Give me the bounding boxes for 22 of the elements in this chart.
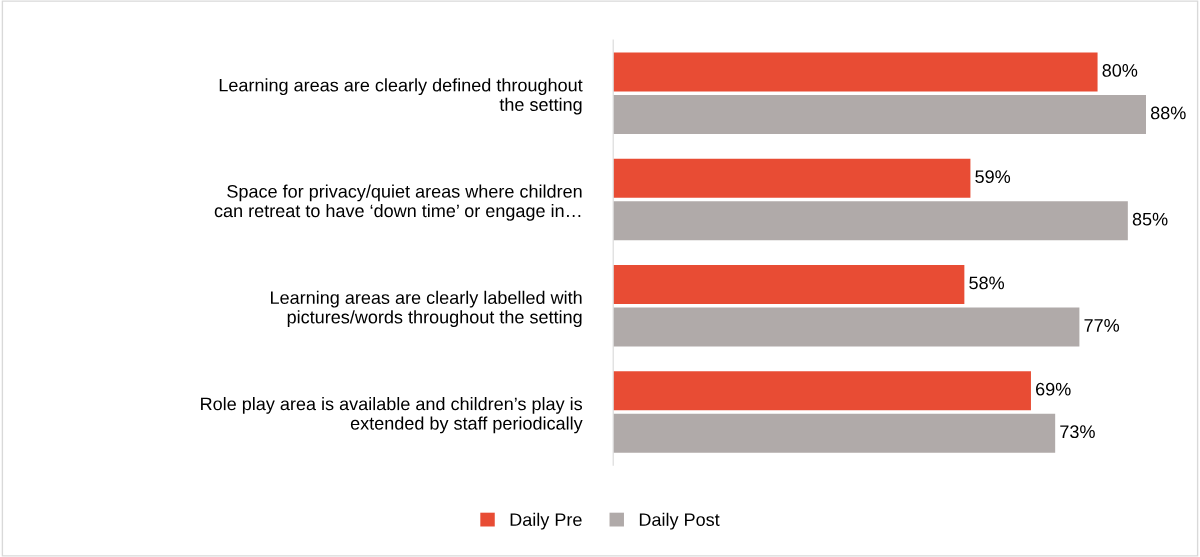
bar xyxy=(613,158,971,198)
bar xyxy=(613,307,1080,347)
y-tick-label: Space for privacy/quiet areas where children can retreat to have ‘down time’ or engage in… xyxy=(214,184,582,221)
data-label: 73% xyxy=(1060,425,1095,439)
data-label: 58% xyxy=(969,276,1005,290)
bar xyxy=(613,52,1098,92)
legend-label: Daily Post xyxy=(639,512,720,530)
data-label: 77% xyxy=(1084,319,1120,332)
data-label: 69% xyxy=(1036,382,1071,396)
y-tick-label: Role play area is available and children’s play is extended by staff periodically xyxy=(201,397,583,434)
y-tick-label: Learning areas are clearly labelled with pictures/words throughout the setting xyxy=(271,290,582,328)
legend-label: Daily Pre xyxy=(510,512,582,530)
bar xyxy=(613,413,1056,453)
data-label: 88% xyxy=(1150,106,1186,120)
data-label: 80% xyxy=(1102,64,1138,77)
bar xyxy=(613,264,965,305)
y-tick-label: Learning areas are clearly defined throughout the setting xyxy=(219,78,583,115)
data-label: 59% xyxy=(975,170,1011,184)
bar xyxy=(613,201,1128,241)
bar xyxy=(613,371,1031,411)
data-label: 85% xyxy=(1132,212,1168,226)
bar xyxy=(613,94,1146,135)
